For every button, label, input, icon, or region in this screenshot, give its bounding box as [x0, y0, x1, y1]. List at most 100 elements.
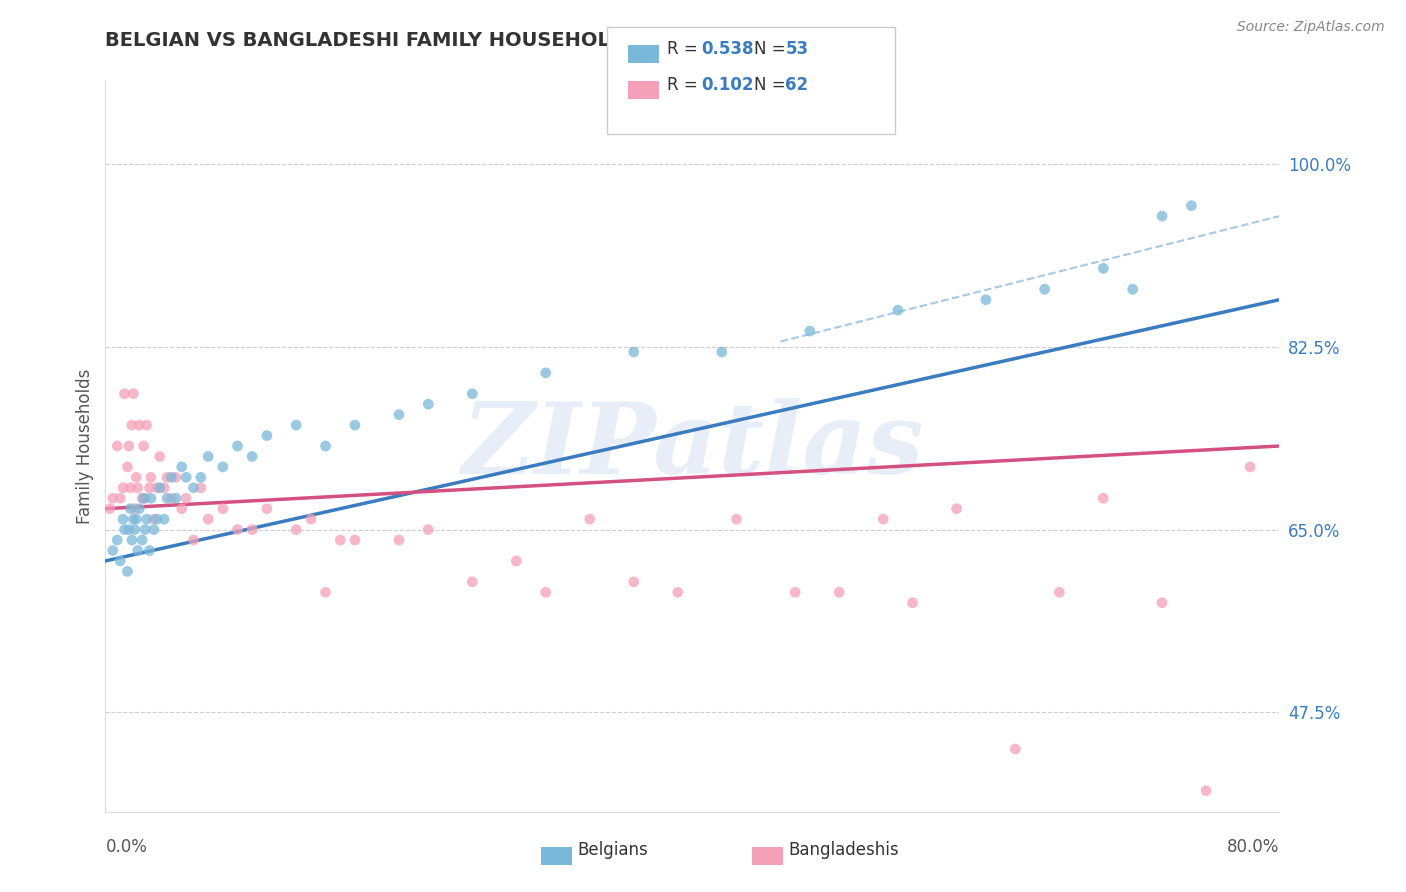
Point — [139, 470, 162, 484]
Point — [174, 470, 197, 484]
Point — [121, 533, 143, 547]
Point — [1239, 459, 1261, 474]
Text: N =: N = — [755, 76, 792, 94]
Point — [343, 533, 366, 547]
Point — [105, 533, 128, 547]
Point — [117, 565, 139, 579]
Point — [578, 512, 600, 526]
Point — [122, 386, 145, 401]
Point — [240, 450, 263, 464]
Point — [725, 512, 748, 526]
Point — [101, 543, 124, 558]
Point — [226, 439, 249, 453]
Point — [418, 397, 440, 411]
Point — [256, 428, 278, 442]
Point — [131, 533, 153, 547]
Text: R =: R = — [668, 40, 703, 58]
Point — [190, 481, 212, 495]
Text: ZIPatlas: ZIPatlas — [461, 398, 924, 494]
Text: R =: R = — [668, 76, 703, 94]
Point — [132, 439, 155, 453]
Point — [183, 533, 205, 547]
Point — [131, 491, 153, 506]
Point — [240, 523, 263, 537]
Point — [256, 501, 278, 516]
Point — [112, 481, 135, 495]
Point — [160, 470, 183, 484]
Point — [211, 459, 233, 474]
Point — [114, 386, 136, 401]
Point — [315, 585, 337, 599]
Point — [785, 585, 807, 599]
Point — [124, 523, 146, 537]
Point — [146, 512, 169, 526]
Point — [285, 523, 308, 537]
Point — [974, 293, 997, 307]
Point — [134, 523, 156, 537]
Point — [114, 523, 136, 537]
Point — [98, 501, 121, 516]
Point — [127, 543, 149, 558]
Point — [146, 481, 169, 495]
Point — [118, 523, 141, 537]
Point — [156, 470, 179, 484]
Point — [139, 491, 162, 506]
Point — [118, 439, 141, 453]
Point — [315, 439, 337, 453]
Point — [128, 501, 150, 516]
Point — [174, 491, 197, 506]
Text: 0.538: 0.538 — [702, 40, 754, 58]
Point — [108, 554, 131, 568]
Text: BELGIAN VS BANGLADESHI FAMILY HOUSEHOLDS CORRELATION CHART: BELGIAN VS BANGLADESHI FAMILY HOUSEHOLDS… — [105, 31, 880, 50]
Point — [124, 501, 146, 516]
Text: Source: ZipAtlas.com: Source: ZipAtlas.com — [1237, 20, 1385, 34]
Point — [127, 481, 149, 495]
Y-axis label: Family Households: Family Households — [76, 368, 94, 524]
Text: 53: 53 — [786, 40, 808, 58]
Point — [299, 512, 322, 526]
Point — [1004, 742, 1026, 756]
Point — [135, 418, 157, 433]
Point — [160, 491, 183, 506]
Point — [153, 481, 176, 495]
Point — [828, 585, 851, 599]
Point — [1150, 209, 1173, 223]
Point — [623, 574, 645, 589]
Point — [197, 512, 219, 526]
Point — [183, 481, 205, 495]
Point — [132, 491, 155, 506]
Point — [285, 418, 308, 433]
Point — [945, 501, 967, 516]
Point — [165, 491, 187, 506]
Text: 80.0%: 80.0% — [1227, 838, 1279, 855]
Point — [343, 418, 366, 433]
Text: N =: N = — [755, 40, 792, 58]
Point — [101, 491, 124, 506]
Point — [1180, 199, 1202, 213]
Point — [112, 512, 135, 526]
Point — [211, 501, 233, 516]
Point — [461, 574, 484, 589]
Point — [134, 491, 156, 506]
Point — [165, 470, 187, 484]
Point — [1150, 596, 1173, 610]
Point — [153, 512, 176, 526]
Point — [122, 512, 145, 526]
Text: 0.0%: 0.0% — [105, 838, 148, 855]
Point — [534, 366, 557, 380]
Point — [418, 523, 440, 537]
Point — [105, 439, 128, 453]
Point — [120, 501, 142, 516]
Point — [388, 408, 411, 422]
Point — [108, 491, 131, 506]
Point — [1122, 282, 1144, 296]
Point — [534, 585, 557, 599]
Text: Belgians: Belgians — [578, 841, 648, 859]
Point — [142, 523, 165, 537]
Point — [799, 324, 821, 338]
Point — [138, 543, 160, 558]
Point — [149, 481, 172, 495]
Point — [623, 345, 645, 359]
Point — [149, 450, 172, 464]
Point — [1092, 491, 1115, 506]
